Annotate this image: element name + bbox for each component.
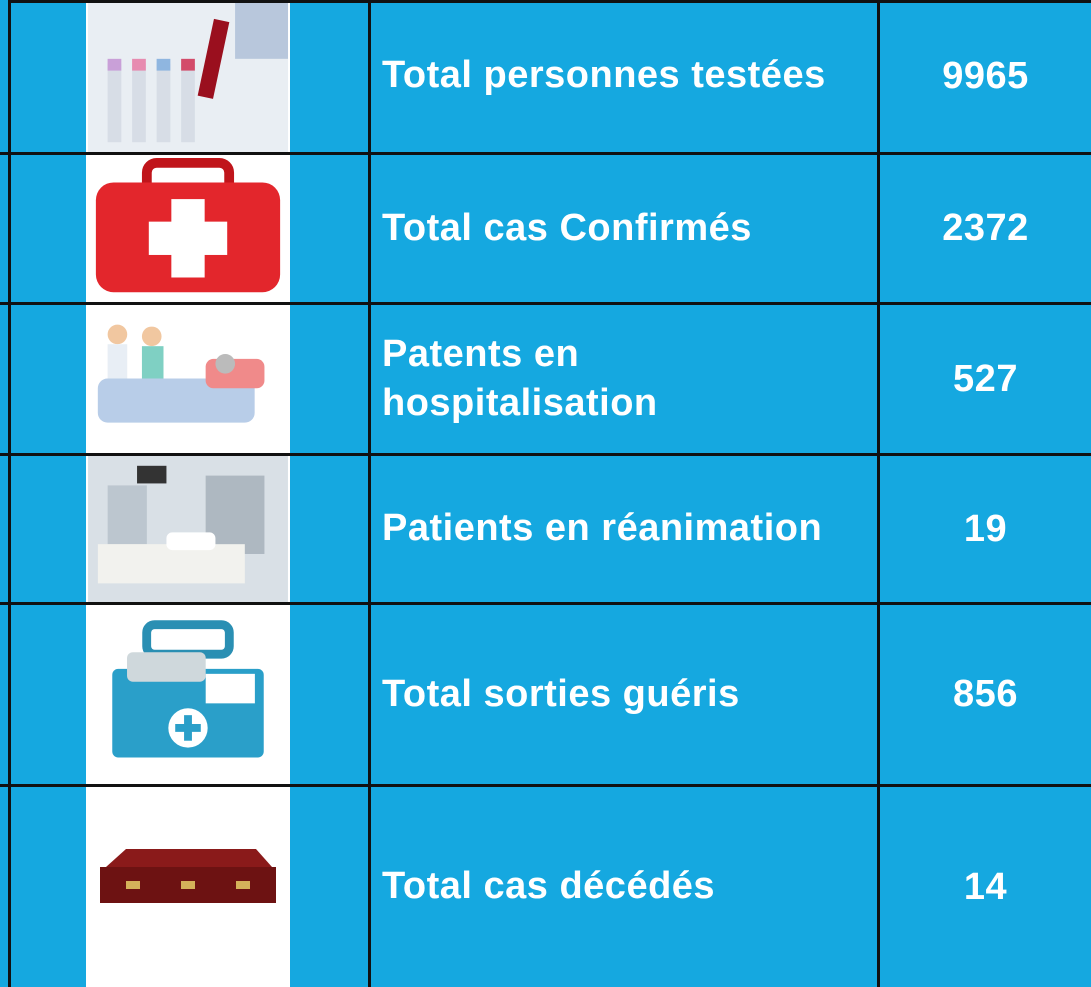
value: 2372	[942, 207, 1029, 249]
row: Total personnes testées 9965	[0, 0, 1091, 155]
column-border	[877, 0, 880, 987]
value: 19	[963, 507, 1008, 550]
value: 14	[963, 865, 1008, 908]
medical-box-image	[86, 605, 290, 784]
row: Patients en réanimation 19	[0, 456, 1091, 605]
column-border	[8, 0, 11, 987]
hospital-bed-image	[86, 305, 290, 453]
value: 856	[953, 673, 1018, 715]
label: Patents en hospitalisation	[382, 332, 658, 424]
top-border	[8, 0, 1091, 3]
row: Total cas Confirmés 2372	[0, 155, 1091, 305]
test-tubes-image	[86, 0, 290, 152]
row: Total sorties guéris 856	[0, 605, 1091, 787]
value: 9965	[942, 54, 1029, 97]
column-border	[368, 0, 371, 987]
first-aid-kit-image	[86, 155, 290, 302]
value: 527	[953, 357, 1018, 400]
row: Total cas décédés 14	[0, 787, 1091, 987]
label: Patients en réanimation	[382, 507, 823, 550]
label: Total personnes testées	[382, 54, 826, 97]
icu-image	[86, 456, 290, 602]
label: Total cas Confirmés	[382, 206, 752, 249]
coffin-image	[86, 787, 290, 987]
label: Total sorties guéris	[382, 672, 740, 715]
label: Total cas décédés	[382, 865, 716, 908]
row: Patents en hospitalisation 527	[0, 305, 1091, 456]
